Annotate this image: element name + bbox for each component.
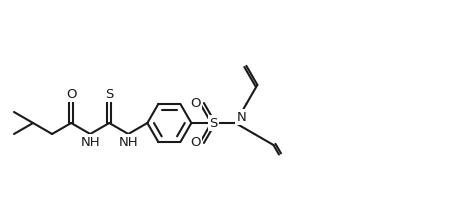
Text: O: O (190, 97, 200, 111)
Text: NH: NH (80, 135, 100, 149)
Text: O: O (66, 87, 76, 101)
Text: N: N (236, 111, 246, 123)
Text: NH: NH (118, 135, 138, 149)
Text: O: O (190, 136, 200, 149)
Text: S: S (209, 117, 217, 129)
Text: S: S (105, 87, 113, 101)
